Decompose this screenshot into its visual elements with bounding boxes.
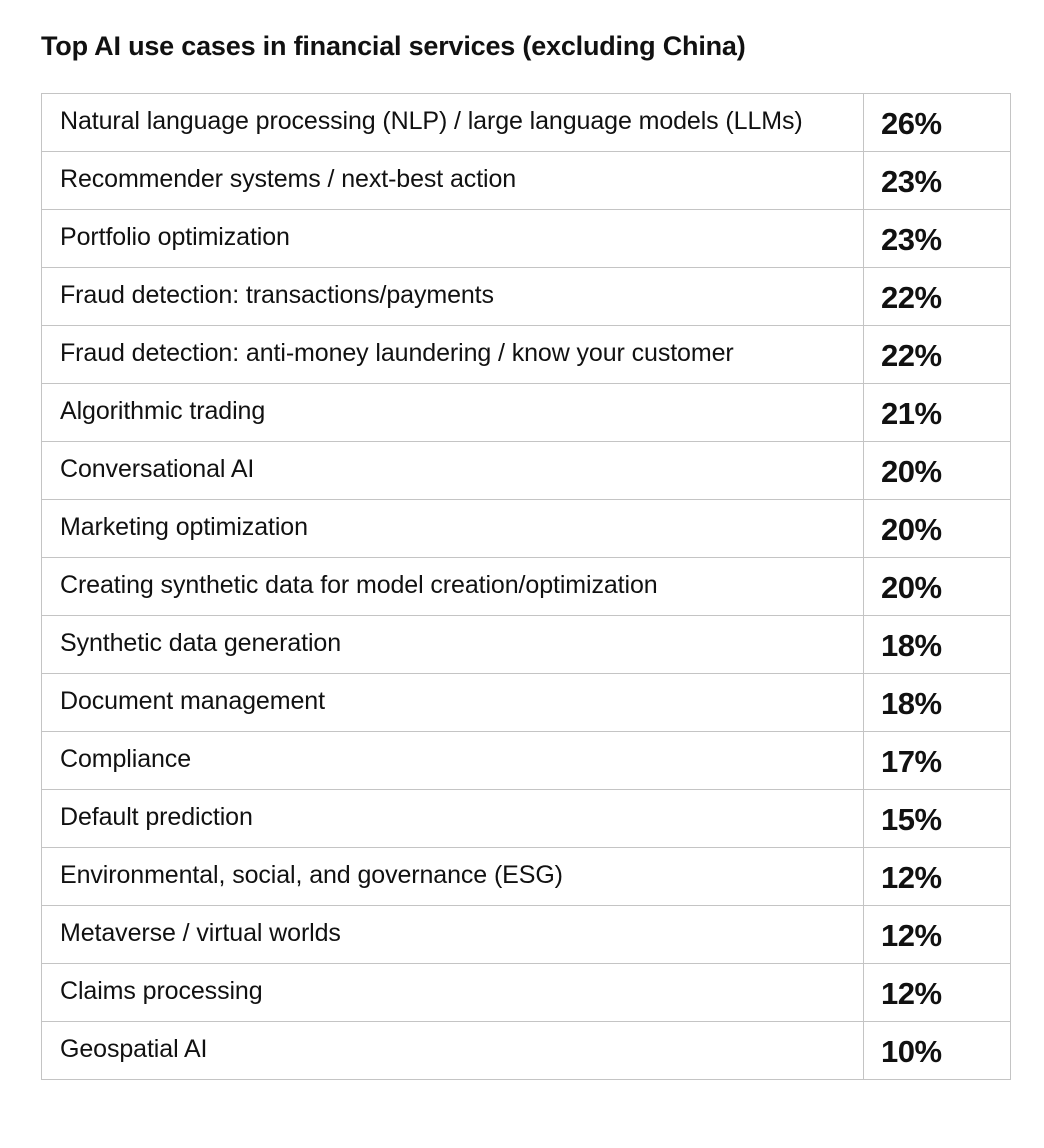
use-case-label: Claims processing xyxy=(60,977,263,1005)
percentage-cell: 22% xyxy=(863,325,1011,384)
use-cases-table: Natural language processing (NLP) / larg… xyxy=(41,93,1011,1080)
use-case-cell: Document management xyxy=(41,673,864,732)
percentage-cell: 18% xyxy=(863,673,1011,732)
use-case-percentage: 23% xyxy=(881,164,942,199)
use-case-cell: Metaverse / virtual worlds xyxy=(41,905,864,964)
use-case-cell: Recommender systems / next-best action xyxy=(41,151,864,210)
table-title: Top AI use cases in financial services (… xyxy=(41,31,746,61)
use-case-percentage: 18% xyxy=(881,686,942,721)
percentage-cell: 26% xyxy=(863,93,1011,152)
percentage-cell: 12% xyxy=(863,847,1011,906)
percentage-cell: 15% xyxy=(863,789,1011,848)
table-row: Portfolio optimization 23% xyxy=(41,209,1011,268)
percentage-cell: 21% xyxy=(863,383,1011,442)
use-case-percentage: 15% xyxy=(881,802,942,837)
percentage-cell: 20% xyxy=(863,499,1011,558)
table-row: Natural language processing (NLP) / larg… xyxy=(41,93,1011,152)
table-row: Algorithmic trading 21% xyxy=(41,383,1011,442)
use-case-cell: Natural language processing (NLP) / larg… xyxy=(41,93,864,152)
use-case-percentage: 12% xyxy=(881,976,942,1011)
table-row: Document management 18% xyxy=(41,673,1011,732)
use-case-label: Algorithmic trading xyxy=(60,397,266,425)
use-case-label: Default prediction xyxy=(60,803,253,831)
use-case-label: Natural language processing (NLP) / larg… xyxy=(60,107,803,135)
use-case-label: Creating synthetic data for model creati… xyxy=(60,571,658,599)
percentage-cell: 20% xyxy=(863,557,1011,616)
table-row: Geospatial AI 10% xyxy=(41,1021,1011,1080)
use-case-label: Conversational AI xyxy=(60,455,255,483)
table-row: Conversational AI 20% xyxy=(41,441,1011,500)
table-row: Environmental, social, and governance (E… xyxy=(41,847,1011,906)
table-row: Claims processing 12% xyxy=(41,963,1011,1022)
use-case-cell: Conversational AI xyxy=(41,441,864,500)
table-row: Recommender systems / next-best action 2… xyxy=(41,151,1011,210)
percentage-cell: 12% xyxy=(863,963,1011,1022)
percentage-cell: 22% xyxy=(863,267,1011,326)
use-case-percentage: 26% xyxy=(881,106,942,141)
use-case-percentage: 22% xyxy=(881,280,942,315)
use-case-percentage: 10% xyxy=(881,1034,942,1069)
use-case-percentage: 20% xyxy=(881,570,942,605)
percentage-cell: 23% xyxy=(863,151,1011,210)
use-case-label: Document management xyxy=(60,687,325,715)
use-case-cell: Algorithmic trading xyxy=(41,383,864,442)
percentage-cell: 10% xyxy=(863,1021,1011,1080)
table-row: Synthetic data generation 18% xyxy=(41,615,1011,674)
use-case-cell: Default prediction xyxy=(41,789,864,848)
table-row: Marketing optimization 20% xyxy=(41,499,1011,558)
use-case-cell: Fraud detection: transactions/payments xyxy=(41,267,864,326)
use-case-label: Compliance xyxy=(60,745,192,773)
use-case-label: Fraud detection: transactions/payments xyxy=(60,281,494,309)
use-case-cell: Environmental, social, and governance (E… xyxy=(41,847,864,906)
use-case-percentage: 22% xyxy=(881,338,942,373)
percentage-cell: 18% xyxy=(863,615,1011,674)
table-row: Creating synthetic data for model creati… xyxy=(41,557,1011,616)
use-case-label: Environmental, social, and governance (E… xyxy=(60,861,563,889)
percentage-cell: 23% xyxy=(863,209,1011,268)
use-case-cell: Fraud detection: anti-money laundering /… xyxy=(41,325,864,384)
use-case-label: Fraud detection: anti-money laundering /… xyxy=(60,339,734,367)
use-case-cell: Geospatial AI xyxy=(41,1021,864,1080)
use-case-percentage: 18% xyxy=(881,628,942,663)
use-case-label: Portfolio optimization xyxy=(60,223,290,251)
use-cases-table-body: Natural language processing (NLP) / larg… xyxy=(41,93,1011,1080)
use-case-percentage: 21% xyxy=(881,396,942,431)
use-case-label: Synthetic data generation xyxy=(60,629,342,657)
use-case-label: Metaverse / virtual worlds xyxy=(60,919,341,947)
table-row: Default prediction 15% xyxy=(41,789,1011,848)
use-case-percentage: 17% xyxy=(881,744,942,779)
use-case-cell: Marketing optimization xyxy=(41,499,864,558)
use-case-label: Geospatial AI xyxy=(60,1035,208,1063)
use-case-cell: Synthetic data generation xyxy=(41,615,864,674)
percentage-cell: 20% xyxy=(863,441,1011,500)
table-row: Compliance 17% xyxy=(41,731,1011,790)
table-row: Fraud detection: anti-money laundering /… xyxy=(41,325,1011,384)
use-case-label: Marketing optimization xyxy=(60,513,308,541)
table-row: Metaverse / virtual worlds 12% xyxy=(41,905,1011,964)
use-case-percentage: 12% xyxy=(881,918,942,953)
use-case-cell: Portfolio optimization xyxy=(41,209,864,268)
use-case-label: Recommender systems / next-best action xyxy=(60,165,517,193)
table-row: Fraud detection: transactions/payments 2… xyxy=(41,267,1011,326)
use-case-percentage: 20% xyxy=(881,512,942,547)
percentage-cell: 12% xyxy=(863,905,1011,964)
use-case-cell: Compliance xyxy=(41,731,864,790)
use-case-percentage: 23% xyxy=(881,222,942,257)
use-case-percentage: 20% xyxy=(881,454,942,489)
use-case-cell: Claims processing xyxy=(41,963,864,1022)
percentage-cell: 17% xyxy=(863,731,1011,790)
use-case-cell: Creating synthetic data for model creati… xyxy=(41,557,864,616)
use-case-percentage: 12% xyxy=(881,860,942,895)
